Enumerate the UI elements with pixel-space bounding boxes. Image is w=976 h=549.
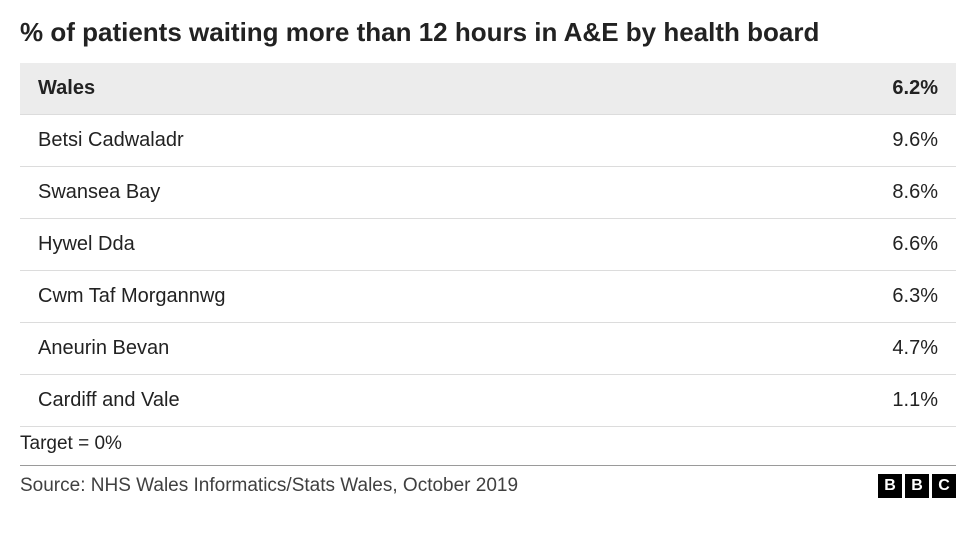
table-row: Betsi Cadwaladr 9.6% [20,114,956,166]
source-text: Source: NHS Wales Informatics/Stats Wale… [20,475,518,497]
table-header-row: Wales 6.2% [20,63,956,115]
row-label: Hywel Dda [20,218,706,270]
row-value: 8.6% [706,166,956,218]
table-row: Aneurin Bevan 4.7% [20,322,956,374]
header-value: 6.2% [706,63,956,115]
target-note: Target = 0% [20,427,956,466]
row-label: Cwm Taf Morgannwg [20,270,706,322]
row-value: 9.6% [706,114,956,166]
row-label: Aneurin Bevan [20,322,706,374]
row-value: 1.1% [706,374,956,426]
table-row: Swansea Bay 8.6% [20,166,956,218]
logo-letter: C [932,474,956,498]
logo-letter: B [905,474,929,498]
bbc-logo: B B C [878,474,956,498]
table-row: Cardiff and Vale 1.1% [20,374,956,426]
header-label: Wales [20,63,706,115]
footer: Source: NHS Wales Informatics/Stats Wale… [20,474,956,498]
data-table: Wales 6.2% Betsi Cadwaladr 9.6% Swansea … [20,63,956,427]
row-label: Swansea Bay [20,166,706,218]
chart-title: % of patients waiting more than 12 hours… [20,16,956,49]
logo-letter: B [878,474,902,498]
row-label: Cardiff and Vale [20,374,706,426]
table-row: Cwm Taf Morgannwg 6.3% [20,270,956,322]
table-row: Hywel Dda 6.6% [20,218,956,270]
row-label: Betsi Cadwaladr [20,114,706,166]
row-value: 6.3% [706,270,956,322]
row-value: 6.6% [706,218,956,270]
row-value: 4.7% [706,322,956,374]
